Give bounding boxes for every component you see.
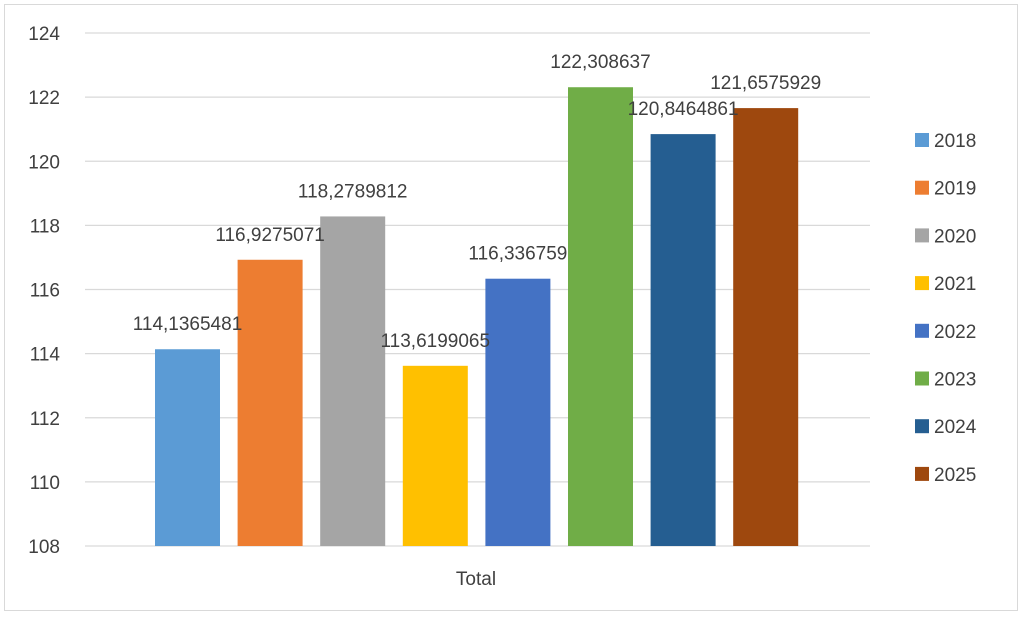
bar-2024 <box>650 134 716 546</box>
bar-2021 <box>402 365 468 546</box>
y-tick-label: 114 <box>30 345 61 366</box>
legend-label-2021: 2021 <box>934 274 976 295</box>
bar-2020 <box>320 216 386 546</box>
legend: 2018 2019 2020 2021 2022 2023 2024 2025 <box>915 131 977 486</box>
data-label-2022: 116,336759 <box>468 244 567 265</box>
legend-label-2018: 2018 <box>934 131 976 152</box>
y-tick-label: 116 <box>30 281 60 302</box>
y-tick-label: 110 <box>30 473 60 494</box>
data-label-2020: 118,2789812 <box>298 181 408 202</box>
legend-label-2020: 2020 <box>934 226 976 247</box>
legend-label-2024: 2024 <box>934 417 977 438</box>
bar-2018 <box>155 349 220 546</box>
legend-label-2025: 2025 <box>934 465 976 486</box>
legend-label-2019: 2019 <box>934 179 976 200</box>
y-tick-label: 118 <box>30 216 60 237</box>
legend-label-2022: 2022 <box>934 322 976 343</box>
data-label-2025: 121,6575929 <box>710 73 821 94</box>
bar-2025 <box>733 108 799 546</box>
bar-2023 <box>568 87 633 547</box>
y-tick-label: 120 <box>28 152 60 173</box>
legend-label-2023: 2023 <box>934 370 976 391</box>
legend-swatch-2019 <box>915 180 929 195</box>
legend-swatch-2021 <box>915 276 929 291</box>
y-tick-label: 122 <box>28 88 60 109</box>
y-tick-label: 124 <box>28 24 60 45</box>
bar-2022 <box>485 278 551 546</box>
data-label-2024: 120,8464861 <box>628 99 739 120</box>
legend-swatch-2023 <box>915 371 929 386</box>
data-label-2018: 114,1365481 <box>133 314 243 335</box>
y-tick-label: 108 <box>28 537 60 558</box>
data-label-2021: 113,6199065 <box>381 331 491 352</box>
legend-swatch-2024 <box>915 419 929 434</box>
data-label-2019: 116,9275071 <box>215 225 325 246</box>
bar-2019 <box>237 259 303 546</box>
legend-swatch-2022 <box>915 323 929 338</box>
data-label-2023: 122,308637 <box>550 52 650 73</box>
legend-swatch-2018 <box>915 133 929 147</box>
legend-swatch-2020 <box>915 228 929 243</box>
x-category-label: Total <box>456 569 496 590</box>
legend-swatch-2025 <box>915 466 929 481</box>
y-tick-label: 112 <box>30 409 60 430</box>
